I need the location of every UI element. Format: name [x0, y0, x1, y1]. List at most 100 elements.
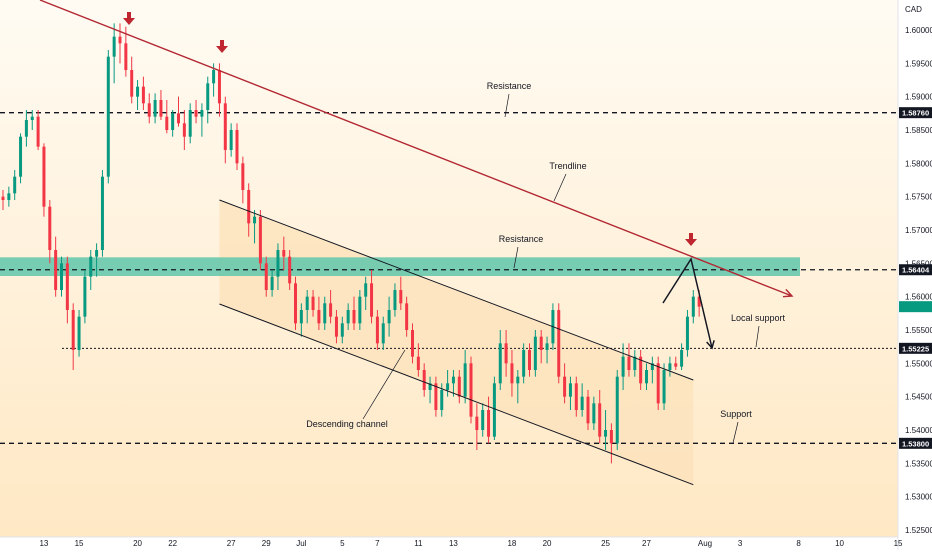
candle: [563, 363, 567, 404]
trendline-arrowhead: [782, 288, 794, 298]
candle: [568, 376, 572, 410]
candle-body: [387, 310, 391, 324]
candle: [598, 390, 602, 444]
candle: [381, 316, 385, 350]
y-tick-label: 1.53000: [905, 493, 932, 502]
candle: [282, 236, 286, 270]
y-tick-label: 1.60000: [905, 26, 932, 35]
y-tick-label: 1.58000: [905, 159, 932, 168]
y-tick-label: 1.55000: [905, 359, 932, 368]
overlay-front-layer: Resistance Trendline Resistance Local suppo…: [39, 0, 794, 486]
candle-body: [405, 303, 409, 330]
candle-body: [299, 310, 303, 324]
candle: [358, 290, 362, 330]
candle-body: [288, 256, 292, 284]
candle: [639, 350, 643, 390]
candle-body: [206, 83, 210, 110]
candles-layer: [1, 23, 701, 464]
candle: [30, 110, 34, 130]
candle: [446, 370, 450, 397]
candle-body: [253, 216, 257, 224]
x-tick-label: 15: [894, 539, 903, 548]
candle-body: [522, 350, 526, 377]
x-tick-label: 20: [543, 539, 552, 548]
candle: [621, 343, 625, 390]
candle: [609, 423, 613, 464]
candle: [24, 110, 28, 147]
candle-body: [153, 100, 157, 117]
candle-body: [557, 310, 561, 377]
candle: [405, 296, 409, 337]
candle: [7, 186, 11, 207]
candle: [340, 316, 344, 344]
candle: [89, 250, 93, 290]
x-tick-label: 13: [449, 539, 458, 548]
candle: [475, 403, 479, 450]
candle: [299, 303, 303, 337]
candle: [428, 376, 432, 404]
candle-body: [680, 350, 684, 367]
candle: [352, 296, 356, 330]
candle-body: [130, 70, 134, 97]
y-tick-label: 1.55500: [905, 326, 932, 335]
price-tag-box: [899, 107, 932, 119]
candle: [627, 343, 631, 377]
candle-body: [311, 296, 315, 310]
candle-body: [13, 176, 17, 194]
candle-body: [580, 396, 584, 410]
candle: [364, 276, 368, 310]
candle: [656, 356, 660, 410]
candle-body: [604, 430, 608, 437]
x-tick-label: 20: [133, 539, 142, 548]
y-tick-label: 1.52500: [905, 526, 932, 535]
axes-layer: 1.60000 1.59500 1.59000 1.58500 1.58000 1.575…: [39, 26, 932, 548]
candle: [539, 330, 543, 364]
candle: [54, 236, 58, 297]
candle: [112, 23, 116, 84]
candle: [516, 370, 520, 404]
y-tick-label: 1.57500: [905, 193, 932, 202]
y-tick-label: 1.57000: [905, 226, 932, 235]
candle-body: [264, 263, 268, 290]
candle: [171, 110, 175, 137]
x-tick-label: 11: [414, 539, 423, 548]
candle-body: [668, 363, 672, 370]
annotation-label: Support: [720, 409, 752, 419]
candle: [463, 350, 467, 404]
candle-body: [229, 130, 233, 150]
candle: [522, 343, 526, 384]
candle: [258, 210, 262, 270]
candle-body: [393, 290, 397, 310]
candle: [136, 80, 140, 110]
candle: [36, 110, 40, 150]
y-tick-label: 1.54000: [905, 426, 932, 435]
x-tick-label: 22: [168, 539, 177, 548]
x-tick-label: 27: [642, 539, 651, 548]
candle: [528, 343, 531, 377]
candle-body: [656, 363, 660, 404]
overlay-back-layer: [0, 112, 898, 485]
candle-body: [434, 383, 438, 410]
candle-body: [381, 323, 385, 344]
candle-body: [30, 116, 34, 120]
time-axis-background: [0, 537, 898, 550]
price-tag-label: 1.56404: [902, 266, 930, 275]
price-tag-label: 1.53800: [902, 439, 929, 448]
candle: [399, 276, 403, 310]
candle: [334, 310, 338, 344]
price-tag-box: [899, 342, 932, 354]
candle: [574, 376, 578, 417]
x-tick-label: 10: [835, 539, 844, 548]
candle-body: [118, 36, 122, 44]
candle: [370, 270, 374, 324]
price-tag: 1.53800: [899, 437, 932, 449]
candle: [217, 63, 221, 117]
candle-body: [258, 216, 262, 264]
annotation-label: Trendline: [549, 161, 586, 171]
candle: [247, 183, 251, 237]
candle: [592, 396, 596, 430]
candle-body: [615, 376, 619, 444]
candle-body: [323, 303, 327, 324]
x-tick-label: Jul: [296, 539, 306, 548]
x-tick-label: 8: [796, 539, 801, 548]
